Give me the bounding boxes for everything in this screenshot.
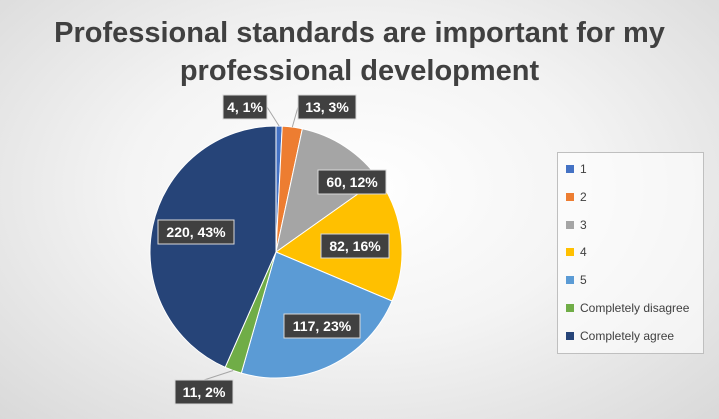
legend-swatch bbox=[566, 248, 574, 256]
legend-item: 4 bbox=[566, 244, 587, 260]
data-label-text: 11, 2% bbox=[183, 384, 226, 400]
legend-swatch bbox=[566, 332, 574, 340]
legend-swatch bbox=[566, 193, 574, 201]
chart-title: Professional standards are important for… bbox=[54, 17, 665, 87]
data-label-text: 60, 12% bbox=[326, 174, 378, 190]
legend-swatch bbox=[566, 221, 574, 229]
data-label-box bbox=[174, 379, 234, 405]
data-label-text: 220, 43% bbox=[166, 224, 226, 240]
data-label-box bbox=[320, 233, 390, 259]
data-label-box bbox=[157, 219, 235, 245]
data-label: 13, 3% bbox=[297, 94, 357, 120]
data-label-box bbox=[297, 94, 357, 120]
legend-item: 5 bbox=[566, 272, 587, 288]
data-label: 11, 2% bbox=[174, 379, 234, 405]
legend-item: 1 bbox=[566, 161, 587, 177]
legend-swatch bbox=[566, 304, 574, 312]
data-label: 60, 12% bbox=[317, 169, 387, 195]
leader-line bbox=[203, 370, 234, 381]
legend-label: 1 bbox=[580, 162, 587, 176]
legend: 1 2 3 4 5 Completely disagree Completely agree bbox=[557, 152, 704, 354]
legend-item: 3 bbox=[566, 217, 587, 233]
legend-label: Completely disagree bbox=[580, 301, 690, 315]
legend-swatch bbox=[566, 276, 574, 284]
legend-label: 3 bbox=[580, 218, 587, 232]
data-label-box bbox=[222, 94, 268, 120]
legend-label: 4 bbox=[580, 245, 587, 259]
legend-item: Completely agree bbox=[566, 328, 674, 344]
legend-label: Completely agree bbox=[580, 329, 675, 343]
legend-label: 2 bbox=[580, 190, 587, 204]
data-label-text: 82, 16% bbox=[329, 238, 381, 254]
data-label: 4, 1% bbox=[222, 94, 268, 120]
legend-item: 2 bbox=[566, 189, 587, 205]
data-label: 117, 23% bbox=[283, 313, 361, 339]
data-label-text: 13, 3% bbox=[305, 99, 349, 115]
leader-line bbox=[291, 106, 299, 128]
data-label-text: 4, 1% bbox=[227, 99, 263, 115]
legend-swatch bbox=[566, 165, 574, 173]
legend-label: 5 bbox=[580, 273, 587, 287]
data-label-box bbox=[317, 169, 387, 195]
data-label-box bbox=[283, 313, 361, 339]
data-label: 82, 16% bbox=[320, 233, 390, 259]
leader-line bbox=[266, 106, 280, 127]
legend-item: Completely disagree bbox=[566, 300, 689, 316]
data-label-text: 117, 23% bbox=[293, 318, 352, 334]
data-label: 220, 43% bbox=[157, 219, 235, 245]
pie-slice-completely-agree bbox=[149, 125, 277, 368]
